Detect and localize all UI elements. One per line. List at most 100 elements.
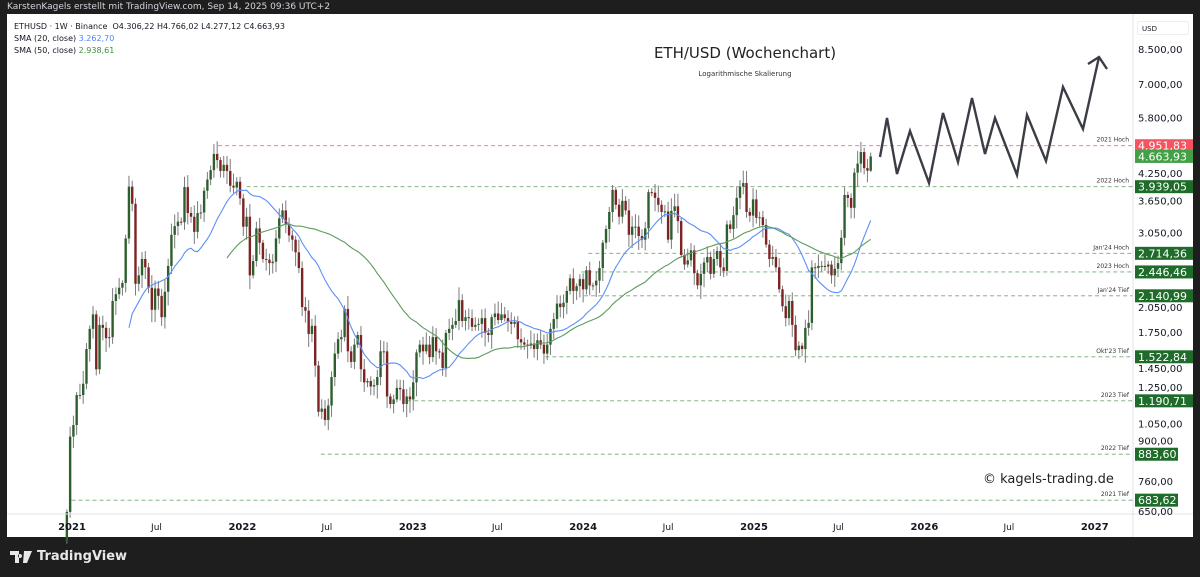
candle-up [820,265,823,267]
candle-up [493,313,497,318]
candle-down [225,164,229,171]
candle-up [418,344,421,353]
candle-down [862,152,866,169]
candle-up [78,395,82,397]
time-axis[interactable]: 2021 Jul 2022 Jul 2023 Jul 2024 Jul 2025 Jul 2026 J… [58,522,1109,533]
candle-up [591,285,595,287]
candle-down [581,279,585,290]
candle-down [768,244,771,259]
candle-down [709,256,712,274]
candle-down [778,267,781,290]
candle-down [846,195,850,198]
projection-zigzag-line [878,56,1101,188]
candle-up [114,294,118,301]
candle-up [797,345,801,351]
candle-up [644,228,647,240]
level-price-box [1135,493,1178,507]
candle-down [369,381,372,387]
level-label: 2022 Tief [1101,445,1130,452]
candle-up [251,261,255,276]
candle-down [614,189,618,205]
candle-down [755,199,758,218]
level-price-box [1135,289,1193,303]
candle-down [761,217,765,225]
candle-down [781,289,784,307]
candle-up [163,291,167,318]
candle-up [212,153,216,171]
candle-down [849,197,853,208]
level-price-box [1135,447,1178,461]
candle-up [140,258,144,276]
level-price-box [1135,246,1193,260]
creator-line: KarstenKagels erstellt mit TradingView.c… [7,2,331,12]
time-tick-label: 2021 [58,522,86,533]
level-price-value: 2.714,36 [1138,247,1187,260]
candle-up [166,265,170,292]
candle-down [506,318,510,322]
symbol-row[interactable]: ETHUSD · 1W · Binance O4.306,22 H4.766,0… [14,21,285,33]
candle-down [219,160,222,171]
candle-down [389,396,392,404]
candle-up [706,256,709,263]
candle-up [379,351,382,378]
candle-up [715,250,719,259]
ohlc-values: O4.306,22 H4.766,02 L4.277,12 C4.663,93 [112,22,285,31]
symbol-info: ETHUSD · 1W · Binance [14,22,108,31]
level-label: 2021 Tief [1101,491,1130,498]
candle-down [516,321,519,340]
candle-down [800,345,804,350]
candle-up [735,197,738,216]
candle-down [676,206,680,222]
candle-down [784,306,787,319]
level-label: Okt'23 Tief [1096,348,1130,355]
candle-down [287,223,291,236]
time-tick-label: Jul [320,523,332,533]
candle-up [853,172,856,208]
time-tick-label: Jul [662,523,674,533]
candle-up [108,337,111,339]
candle-up [209,170,212,180]
chart-title: ETH/USD (Wochenchart) [653,44,837,62]
candle-up [536,340,539,350]
price-axis[interactable]: 8.500,00 7.000,00 5.800,00 4.250,00 3.650,00… [1138,45,1183,518]
candle-up [689,250,693,261]
sma50-row[interactable]: SMA (50, close) 2.938,61 [14,45,285,57]
candle-up [85,349,88,384]
candle-up [565,290,569,303]
candle-up [199,212,203,214]
time-tick-label: 2027 [1081,522,1109,533]
candle-up [281,210,284,219]
price-tick-label: 900,00 [1138,436,1173,447]
candle-up [376,377,379,386]
candle-up [738,186,742,198]
candle-up [127,186,131,239]
candle-up [810,267,814,323]
candle-down [408,396,412,400]
sma20-row[interactable]: SMA (20, close) 3.262,70 [14,33,285,45]
candle-up [686,260,689,265]
currency-button[interactable]: USD [1137,21,1189,35]
moving-averages [128,189,872,380]
level-price-box [1135,394,1193,408]
candle-up [451,324,454,329]
candle-down [147,267,150,288]
time-tick-label: 2024 [569,522,597,533]
candle-down [496,313,500,321]
candle-down [242,198,245,227]
level-price-box [1135,265,1193,279]
candle-up [712,258,716,274]
tradingview-logo[interactable]: TradingView [10,549,127,564]
level-price-value: 4.663,93 [1138,150,1187,163]
candle-down [359,334,363,370]
brand-name: TradingView [37,549,128,564]
candle-up [833,268,836,276]
candle-up [611,189,614,212]
candle-down [696,273,699,286]
candle-up [477,323,480,325]
candle-up [333,353,337,378]
candle-up [827,264,830,267]
price-tick-label: 8.500,00 [1138,45,1183,56]
candle-up [454,320,457,325]
candle-up [173,226,176,235]
